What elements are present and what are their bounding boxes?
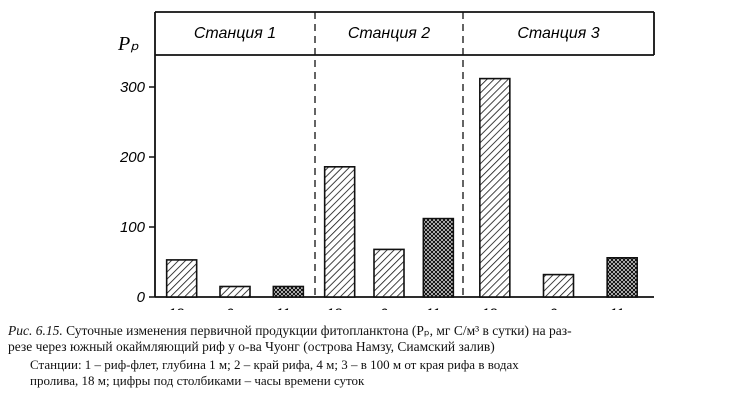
bar-chart: 0 100 200 300 Pₚ Станция 1 18 ч 6 ч 11 ч Станция … — [117, 11, 655, 310]
figure-legend-note: Станции: 1 – риф-флет, глубина 1 м; 2 – … — [8, 357, 750, 389]
bar-time-label: 11 ч — [275, 305, 301, 310]
labels: 0 100 200 300 Pₚ Станция 1 18 ч 6 ч 11 ч Станция … — [117, 25, 635, 310]
bar-time-label: 6 ч — [380, 305, 399, 310]
bar-time-label: 11 ч — [425, 305, 451, 310]
bar-time-label: 18 ч — [481, 305, 508, 310]
bar-station2-2 — [373, 248, 405, 298]
bar-station1-1 — [165, 259, 198, 298]
caption-line-1: Суточные изменения первичной продукции ф… — [62, 323, 572, 338]
station-header-2: Станция 2 — [348, 25, 430, 42]
bar-station3-1 — [479, 77, 511, 298]
bar-station2-1 — [323, 166, 356, 298]
bar-time-label: 18 ч — [326, 305, 353, 310]
y-tick-label: 100 — [120, 219, 146, 236]
station-header-3: Станция 3 — [517, 25, 599, 42]
bars — [165, 77, 638, 298]
bar-station1-3 — [272, 285, 305, 298]
figure-label: Рис. 6.15. — [8, 323, 63, 338]
bar-time-label: 11 ч — [609, 305, 635, 310]
bar-time-label: 6 ч — [226, 305, 245, 310]
y-tick-label: 300 — [120, 79, 146, 96]
bar-station2-3 — [422, 217, 455, 298]
bar-station3-2 — [542, 273, 575, 298]
y-tick-label: 200 — [119, 149, 146, 166]
y-tick-label: 0 — [137, 289, 146, 306]
bar-station3-3 — [606, 256, 638, 298]
caption-line-2: резе через южный окаймляющий риф у о-ва … — [8, 339, 495, 354]
y-axis-label: Pₚ — [117, 33, 139, 55]
bar-time-label: 6 ч — [549, 305, 568, 310]
caption-line-4: пролива, 18 м; цифры под столбиками – ча… — [30, 373, 365, 388]
station-header-1: Станция 1 — [194, 25, 276, 42]
figure-caption: Рис. 6.15. Суточные изменения первичной … — [8, 323, 748, 355]
bar-station1-2 — [219, 285, 251, 298]
caption-line-3: Станции: 1 – риф-флет, глубина 1 м; 2 – … — [30, 357, 519, 372]
bar-time-label: 18 ч — [168, 305, 195, 310]
